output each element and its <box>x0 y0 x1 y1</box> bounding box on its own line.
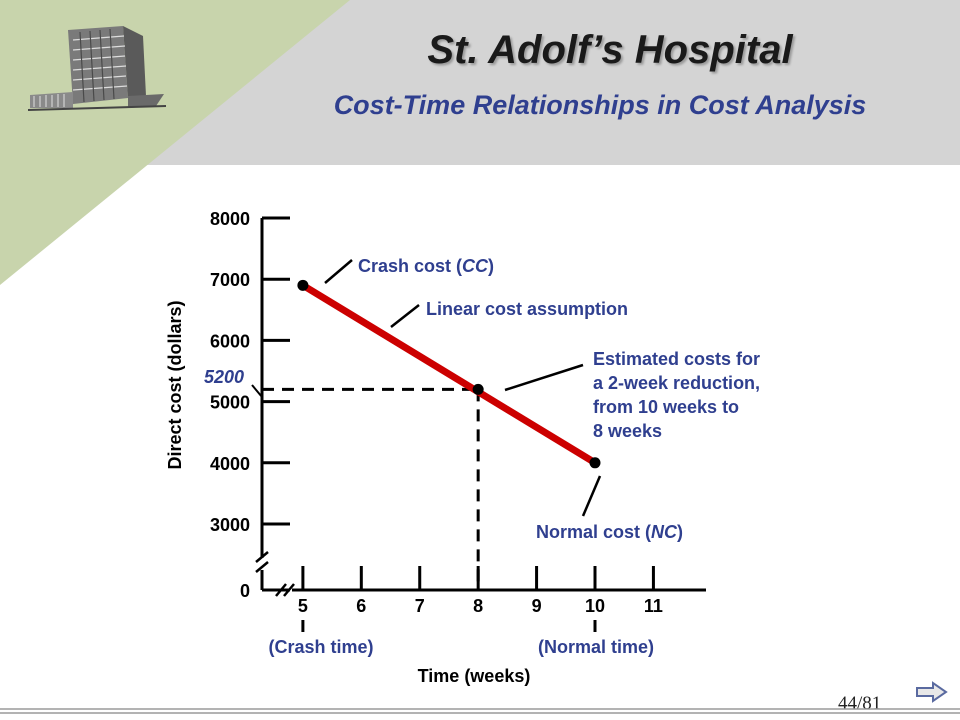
estimated-line-2: a 2-week reduction, <box>593 373 760 393</box>
crash-time-label: (Crash time) <box>268 637 373 657</box>
y-axis-break-mark-top <box>255 551 269 563</box>
x-tick-label: 8 <box>473 596 483 616</box>
linear-label: Linear cost assumption <box>426 299 628 319</box>
x-tick-label: 5 <box>298 596 308 616</box>
x-tick-label: 9 <box>532 596 542 616</box>
data-point <box>297 279 309 291</box>
estimated-line-1: Estimated costs for <box>593 349 760 369</box>
x-tick-label: 7 <box>415 596 425 616</box>
y-tick-label: 8000 <box>210 209 250 229</box>
hospital-building-icon <box>28 26 167 111</box>
normal-cost-leader <box>581 475 602 517</box>
x-tick-label: 11 <box>644 596 663 616</box>
crash-cost-label: Crash cost (CC) <box>358 256 494 276</box>
x-ticks: 5 6 7 8 9 10 11 <box>298 566 663 616</box>
x-axis-label: Time (weeks) <box>418 666 531 686</box>
data-point <box>472 383 484 395</box>
highlight-value-leader <box>251 384 263 398</box>
estimated-leader <box>504 363 584 392</box>
series <box>301 282 597 466</box>
estimated-line-4: 8 weeks <box>593 421 662 441</box>
linear-leader <box>390 304 420 328</box>
y-axis-break-mark-bottom <box>255 561 269 573</box>
y-tick-label: 0 <box>240 581 250 601</box>
cost-line <box>301 282 597 466</box>
data-points <box>297 279 601 469</box>
highlight-value-label: 5200 <box>204 367 244 387</box>
y-axis-label: Direct cost (dollars) <box>165 300 185 469</box>
normal-time-label: (Normal time) <box>538 637 654 657</box>
estimated-label: Estimated costs for a 2-week reduction, … <box>593 349 765 441</box>
y-tick-label: 5000 <box>210 393 250 413</box>
y-tick-label: 3000 <box>210 515 250 535</box>
x-tick-label: 6 <box>356 596 366 616</box>
crash-cost-leader <box>324 259 353 284</box>
guide-lines <box>262 387 597 632</box>
y-tick-label: 6000 <box>210 331 250 351</box>
footer-divider <box>0 708 960 714</box>
y-tick-label: 4000 <box>210 454 250 474</box>
page-subtitle: Cost-Time Relationships in Cost Analysis <box>333 90 867 120</box>
y-tick-label: 7000 <box>210 270 250 290</box>
next-arrow-icon[interactable] <box>915 680 949 704</box>
estimated-line-3: from 10 weeks to <box>593 397 739 417</box>
annotations: Crash cost (CC) Linear cost assumption E… <box>204 256 765 657</box>
normal-cost-label: Normal cost (NC) <box>536 522 683 542</box>
data-point <box>589 457 601 469</box>
x-tick-label: 10 <box>585 596 605 616</box>
y-ticks: 0 3000 4000 5000 6000 7000 8000 <box>210 209 290 601</box>
page-title: St. Adolf’s Hospital <box>427 28 793 72</box>
